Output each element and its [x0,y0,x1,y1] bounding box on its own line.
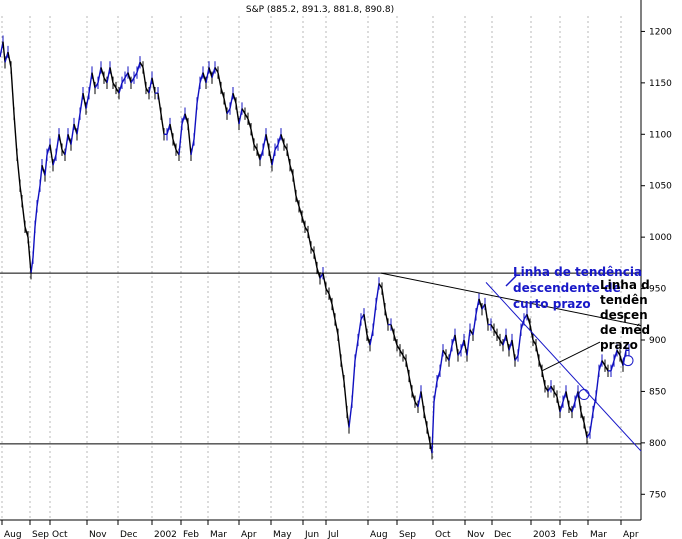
price-series [0,35,630,460]
annotation-arrow [505,275,517,287]
smiley-marker [578,389,590,401]
x-tick-label: Dec [494,530,511,539]
grid-lines [0,0,642,521]
price-segment [10,67,15,114]
annotation-medium-term: Linha d [600,278,650,292]
x-tick-label: Jul [327,530,339,539]
y-tick-label: 800 [649,439,666,449]
annotation-short-term: curto prazo [513,297,591,311]
y-tick-label: 1100 [649,130,672,140]
y-tick-label: 850 [649,387,666,397]
x-tick-label: Nov [89,530,107,539]
y-tick-label: 1150 [649,79,672,89]
y-axis: 750 800 850 900 950 1000 1050 1100 1150 1200 [641,27,672,500]
x-tick-label: Feb [562,530,578,539]
x-tick-label: Oct [435,530,451,539]
x-tick-label: Feb [183,530,199,539]
y-tick-label: 1000 [649,233,672,243]
x-tick-label: Apr [241,530,257,539]
x-tick-label: Mar [210,530,227,539]
x-tick-label: Sep [399,530,416,539]
medium-term-trendline [380,272,642,327]
annotation-medium-term: tendên [600,293,648,307]
y-tick-label: 900 [649,336,666,346]
x-tick-label: Aug [4,530,22,539]
x-tick-label: Nov [467,530,485,539]
rising-trendline [541,341,601,372]
x-tick-label: Oct [52,530,68,539]
x-axis: Aug Sep Oct Nov Dec 2002 Feb Mar Apr May Jun Jul Aug… [1,520,639,539]
y-tick-label: 750 [649,490,666,500]
y-tick-label: 1200 [649,27,672,37]
y-tick-label: 1050 [649,182,672,192]
x-tick-label: Aug [370,530,388,539]
smiley-marker [622,355,634,367]
x-tick-label: Apr [623,530,639,539]
annotation-short-term: Linha de tendência [513,265,642,279]
x-tick-label: 2002 [154,530,177,539]
short-term-trendline [485,282,642,452]
chart-title: S&P (885.2, 891.3, 881.8, 890.8) [246,5,394,15]
x-tick-label: Sep [32,530,49,539]
annotation-medium-term: prazo [600,338,638,352]
x-tick-label: Jun [304,530,319,539]
x-tick-label: Dec [120,530,137,539]
y-tick-label: 950 [649,285,666,295]
price-segment [13,113,18,155]
x-tick-label: Mar [590,530,607,539]
x-tick-label: 2003 [533,530,556,539]
x-tick-label: May [273,530,292,539]
trend-lines [0,272,642,452]
price-segment [351,360,356,402]
annotation-short-term: descendente de [513,281,621,295]
price-segment [431,401,435,454]
annotation-medium-term: descen [600,308,648,322]
annotation-medium-term: de méd [600,323,650,337]
annotations: Linha de tendência descendente de curto pr… [505,265,650,352]
